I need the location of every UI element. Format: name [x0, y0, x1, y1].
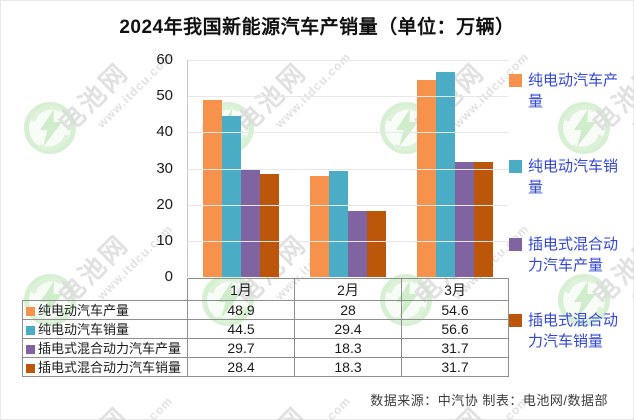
value-cell: 56.6 — [401, 319, 509, 339]
bar — [454, 162, 474, 277]
table-header-row: 1月 2月 3月 — [23, 278, 509, 301]
bar — [222, 116, 242, 277]
legend-swatch-icon — [509, 314, 522, 327]
legend-swatch-icon — [509, 160, 522, 173]
legend-item-phev-sales: 插电式混合动力汽车销量 — [509, 310, 628, 352]
gridline — [188, 60, 508, 61]
table-row-phev-production: 插电式混合动力汽车产量 29.7 18.3 31.7 — [22, 338, 509, 358]
value-cell: 44.5 — [187, 319, 295, 339]
bar-group-2月 — [295, 60, 402, 277]
table-row-phev-sales: 插电式混合动力汽车销量 28.4 18.3 31.7 — [22, 357, 509, 377]
month-header-cell: 3月 — [401, 278, 509, 301]
value-cell: 48.9 — [187, 300, 295, 320]
source-note: 数据来源：中汽协 制表：电池网/数据部 — [370, 393, 608, 408]
value-cell: 29.7 — [187, 338, 295, 358]
gridline — [188, 132, 508, 134]
gridline — [188, 168, 508, 170]
value-cell: 31.7 — [401, 357, 509, 377]
series-swatch-icon — [26, 325, 35, 335]
watermark-globe-logo-icon — [23, 101, 77, 155]
row-label: 插电式混合动力汽车产量 — [22, 338, 188, 358]
value-cell: 29.4 — [294, 319, 402, 339]
table-corner-cell — [23, 279, 188, 301]
y-axis-tick-label: 40 — [156, 123, 173, 141]
month-header-cell: 2月 — [294, 278, 402, 301]
y-axis-tick-label: 50 — [156, 87, 173, 105]
value-cell: 28 — [294, 300, 402, 320]
gridline — [188, 204, 508, 206]
value-cell: 18.3 — [294, 338, 402, 358]
bar — [473, 162, 493, 277]
bar — [203, 100, 223, 277]
bar — [348, 210, 367, 277]
gridline — [188, 240, 508, 242]
month-header-cell: 1月 — [187, 278, 295, 301]
row-label-text: 纯电动汽车产量 — [38, 302, 130, 318]
y-axis-tick-label: 0 — [164, 268, 173, 285]
series-swatch-icon — [26, 306, 35, 316]
legend-label: 插电式混合动力汽车产量 — [528, 236, 619, 274]
row-label: 插电式混合动力汽车销量 — [22, 357, 188, 377]
gridline — [188, 96, 508, 98]
bar — [260, 174, 280, 277]
bar — [367, 210, 386, 277]
series-swatch-icon — [26, 363, 35, 373]
series-swatch-icon — [26, 344, 35, 354]
legend-item-bev-production: 纯电动汽车产量 — [509, 70, 628, 112]
watermark-globe-logo-icon — [557, 273, 611, 327]
row-label: 纯电动汽车产量 — [22, 300, 188, 320]
row-label: 纯电动汽车销量 — [22, 319, 188, 339]
row-label-text: 插电式混合动力汽车产量 — [38, 340, 182, 356]
bar — [241, 169, 261, 277]
y-axis-tick-label: 60 — [156, 51, 173, 68]
data-table: 1月 2月 3月 纯电动汽车产量 48.9 28 54.6 纯电动汽车销量 44… — [22, 278, 509, 377]
legend-item-phev-production: 插电式混合动力汽车产量 — [509, 234, 628, 276]
value-cell: 28.4 — [187, 357, 295, 377]
bar-group-1月 — [188, 60, 295, 277]
legend-swatch-icon — [509, 238, 522, 251]
value-cell: 18.3 — [294, 357, 402, 377]
bar — [329, 170, 348, 277]
y-axis-tick-label: 20 — [156, 195, 173, 213]
y-axis: 0 10 20 30 40 50 60 — [139, 51, 179, 285]
bar — [416, 79, 436, 277]
watermark-globe-logo-icon — [557, 101, 611, 155]
table-row-bev-sales: 纯电动汽车销量 44.5 29.4 56.6 — [22, 319, 509, 339]
row-label-text: 插电式混合动力汽车销量 — [38, 359, 182, 375]
bar — [310, 175, 329, 277]
bar — [435, 72, 455, 277]
table-row-bev-production: 纯电动汽车产量 48.9 28 54.6 — [22, 300, 509, 320]
legend-label: 插电式混合动力汽车销量 — [528, 312, 619, 350]
y-axis-tick-label: 30 — [156, 159, 173, 177]
legend: 纯电动汽车产量 纯电动汽车销量 插电式混合动力汽车产量 插电式混合动力汽车销量 — [509, 0, 632, 420]
y-axis-tick-label: 10 — [156, 231, 173, 249]
legend-label: 纯电动汽车产量 — [528, 72, 619, 110]
bar-group-3月 — [401, 60, 508, 277]
page-title: 2024年我国新能源汽车产销量（单位：万辆） — [119, 17, 515, 38]
plot-area — [187, 60, 508, 277]
value-cell: 31.7 — [401, 338, 509, 358]
value-cell: 54.6 — [401, 300, 509, 320]
legend-item-bev-sales: 纯电动汽车销量 — [509, 156, 628, 198]
legend-swatch-icon — [509, 74, 522, 87]
row-label-text: 纯电动汽车销量 — [38, 321, 130, 337]
legend-label: 纯电动汽车销量 — [528, 158, 619, 196]
